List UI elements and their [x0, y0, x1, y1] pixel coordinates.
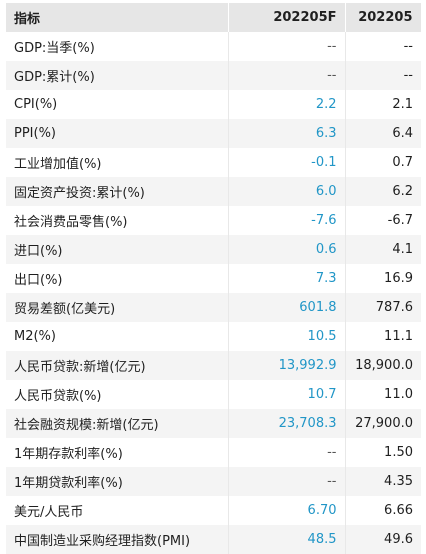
table-row[interactable]: 进口(%) 0.6 4.1 [6, 235, 421, 264]
actual-value: 6.66 [345, 496, 421, 525]
indicator-name: GDP:当季(%) [6, 32, 229, 61]
indicator-name: 中国制造业采购经理指数(PMI) [6, 525, 229, 554]
actual-value: -- [345, 32, 421, 61]
actual-value: 1.50 [345, 438, 421, 467]
table-row[interactable]: 出口(%) 7.3 16.9 [6, 264, 421, 293]
indicator-name: 进口(%) [6, 235, 229, 264]
indicator-name: 美元/人民币 [6, 496, 229, 525]
actual-value: 11.0 [345, 380, 421, 409]
actual-value: 18,900.0 [345, 351, 421, 380]
indicator-name: 社会消费品零售(%) [6, 206, 229, 235]
actual-value: 16.9 [345, 264, 421, 293]
indicator-name: GDP:累计(%) [6, 61, 229, 90]
actual-value: 6.4 [345, 119, 421, 148]
table-header: 指标 202205F 202205 [6, 3, 422, 32]
forecast-value: 6.0 [228, 177, 346, 206]
table-row[interactable]: 人民币贷款:新增(亿元) 13,992.9 18,900.0 [6, 351, 421, 380]
table-row[interactable]: 工业增加值(%) -0.1 0.7 [6, 148, 421, 177]
actual-value: -- [345, 61, 421, 90]
actual-value: 11.1 [345, 322, 421, 351]
actual-value: 787.6 [345, 293, 421, 322]
forecast-value: 13,992.9 [228, 351, 346, 380]
forecast-value: -- [228, 438, 346, 467]
indicator-name: 工业增加值(%) [6, 148, 229, 177]
actual-value: 49.6 [345, 525, 421, 554]
header-actual[interactable]: 202205 [345, 3, 422, 32]
indicator-name: 社会融资规模:新增(亿元) [6, 409, 229, 438]
actual-value: 0.7 [345, 148, 421, 177]
forecast-value: 6.70 [228, 496, 346, 525]
table-row[interactable]: 贸易差额(亿美元) 601.8 787.6 [6, 293, 421, 322]
actual-value: 4.35 [345, 467, 421, 496]
indicator-name: 出口(%) [6, 264, 229, 293]
indicator-name: M2(%) [6, 322, 229, 351]
table-row[interactable]: 中国制造业采购经理指数(PMI) 48.5 49.6 [6, 525, 421, 554]
table-row[interactable]: 美元/人民币 6.70 6.66 [6, 496, 421, 525]
table-row[interactable]: 社会融资规模:新增(亿元) 23,708.3 27,900.0 [6, 409, 421, 438]
forecast-value: 2.2 [228, 90, 346, 119]
table-row[interactable]: 1年期贷款利率(%) -- 4.35 [6, 467, 421, 496]
table-row[interactable]: 社会消费品零售(%) -7.6 -6.7 [6, 206, 421, 235]
forecast-value: -7.6 [228, 206, 346, 235]
forecast-value: 48.5 [228, 525, 346, 554]
table-row[interactable]: M2(%) 10.5 11.1 [6, 322, 421, 351]
header-row: 指标 202205F 202205 [6, 3, 422, 32]
forecast-value: -- [228, 32, 346, 61]
table-row[interactable]: CPI(%) 2.2 2.1 [6, 90, 421, 119]
indicator-name: PPI(%) [6, 119, 229, 148]
actual-value: 27,900.0 [345, 409, 421, 438]
indicator-name: 1年期贷款利率(%) [6, 467, 229, 496]
actual-value: -6.7 [345, 206, 421, 235]
indicator-name: 人民币贷款:新增(亿元) [6, 351, 229, 380]
header-indicator[interactable]: 指标 [6, 3, 229, 32]
indicator-name: 固定资产投资:累计(%) [6, 177, 229, 206]
table-row[interactable]: 固定资产投资:累计(%) 6.0 6.2 [6, 177, 421, 206]
indicator-table: 指标 202205F 202205 GDP:当季(%) -- -- GDP:累计(%)… [6, 3, 422, 554]
forecast-value: 7.3 [228, 264, 346, 293]
forecast-value: 23,708.3 [228, 409, 346, 438]
indicator-name: 1年期存款利率(%) [6, 438, 229, 467]
forecast-value: 6.3 [228, 119, 346, 148]
indicator-name: CPI(%) [6, 90, 229, 119]
forecast-value: 10.7 [228, 380, 346, 409]
table-row[interactable]: GDP:当季(%) -- -- [6, 32, 421, 61]
actual-value: 6.2 [345, 177, 421, 206]
table-row[interactable]: PPI(%) 6.3 6.4 [6, 119, 421, 148]
forecast-value: 10.5 [228, 322, 346, 351]
table-row[interactable]: GDP:累计(%) -- -- [6, 61, 421, 90]
forecast-value: 0.6 [228, 235, 346, 264]
forecast-value: 601.8 [228, 293, 346, 322]
indicator-name: 人民币贷款(%) [6, 380, 229, 409]
table-row[interactable]: 人民币贷款(%) 10.7 11.0 [6, 380, 421, 409]
header-forecast[interactable]: 202205F [228, 3, 346, 32]
forecast-value: -0.1 [228, 148, 346, 177]
indicator-name: 贸易差额(亿美元) [6, 293, 229, 322]
table-row[interactable]: 1年期存款利率(%) -- 1.50 [6, 438, 421, 467]
actual-value: 2.1 [345, 90, 421, 119]
table-body: GDP:当季(%) -- -- GDP:累计(%) -- -- CPI(%) 2.2 2.1 PP… [6, 32, 421, 554]
actual-value: 4.1 [345, 235, 421, 264]
forecast-value: -- [228, 61, 346, 90]
forecast-value: -- [228, 467, 346, 496]
